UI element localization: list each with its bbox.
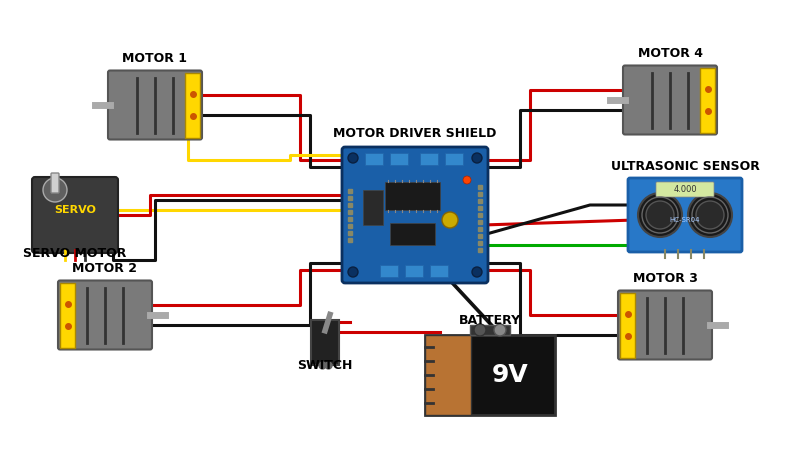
Bar — [390, 153, 408, 165]
Bar — [430, 265, 448, 277]
Circle shape — [348, 153, 358, 163]
FancyBboxPatch shape — [656, 182, 714, 197]
Bar — [380, 265, 398, 277]
Bar — [420, 153, 438, 165]
Circle shape — [474, 324, 486, 336]
FancyBboxPatch shape — [58, 280, 152, 350]
Circle shape — [348, 267, 358, 277]
Text: MOTOR DRIVER SHIELD: MOTOR DRIVER SHIELD — [334, 127, 497, 140]
FancyBboxPatch shape — [618, 291, 712, 360]
Bar — [445, 153, 463, 165]
Bar — [425, 335, 470, 415]
Text: MOTOR 1: MOTOR 1 — [122, 52, 187, 65]
Bar — [311, 320, 339, 365]
Text: 9V: 9V — [492, 363, 528, 387]
Text: SERVO: SERVO — [54, 205, 96, 215]
Text: ULTRASONIC SENSOR: ULTRASONIC SENSOR — [610, 160, 759, 173]
Bar — [405, 265, 423, 277]
Text: MOTOR 4: MOTOR 4 — [638, 47, 702, 60]
Circle shape — [638, 193, 682, 237]
Circle shape — [696, 201, 724, 229]
Circle shape — [43, 178, 67, 202]
Bar — [425, 335, 555, 415]
Bar — [700, 68, 715, 132]
Text: BATTERY: BATTERY — [459, 314, 521, 327]
Text: SWITCH: SWITCH — [298, 359, 353, 372]
Bar — [390, 223, 435, 245]
Circle shape — [472, 153, 482, 163]
Circle shape — [494, 324, 506, 336]
Text: MOTOR 2: MOTOR 2 — [73, 262, 138, 275]
Bar — [620, 292, 635, 357]
Text: HC-SR04: HC-SR04 — [670, 217, 700, 223]
Bar — [60, 283, 75, 347]
Text: SERVO MOTOR: SERVO MOTOR — [23, 247, 126, 260]
FancyBboxPatch shape — [51, 173, 59, 193]
Bar — [363, 190, 383, 225]
Circle shape — [646, 201, 674, 229]
Bar — [365, 153, 383, 165]
FancyBboxPatch shape — [108, 71, 202, 140]
Bar — [385, 182, 440, 210]
FancyBboxPatch shape — [623, 66, 717, 135]
FancyBboxPatch shape — [628, 178, 742, 252]
Circle shape — [472, 267, 482, 277]
Circle shape — [442, 212, 458, 228]
Circle shape — [688, 193, 732, 237]
Bar — [185, 72, 200, 138]
FancyBboxPatch shape — [342, 147, 488, 283]
Text: 4.000: 4.000 — [673, 185, 697, 194]
Circle shape — [463, 176, 471, 184]
FancyBboxPatch shape — [32, 177, 118, 253]
Bar — [470, 325, 510, 335]
Text: MOTOR 3: MOTOR 3 — [633, 272, 698, 285]
